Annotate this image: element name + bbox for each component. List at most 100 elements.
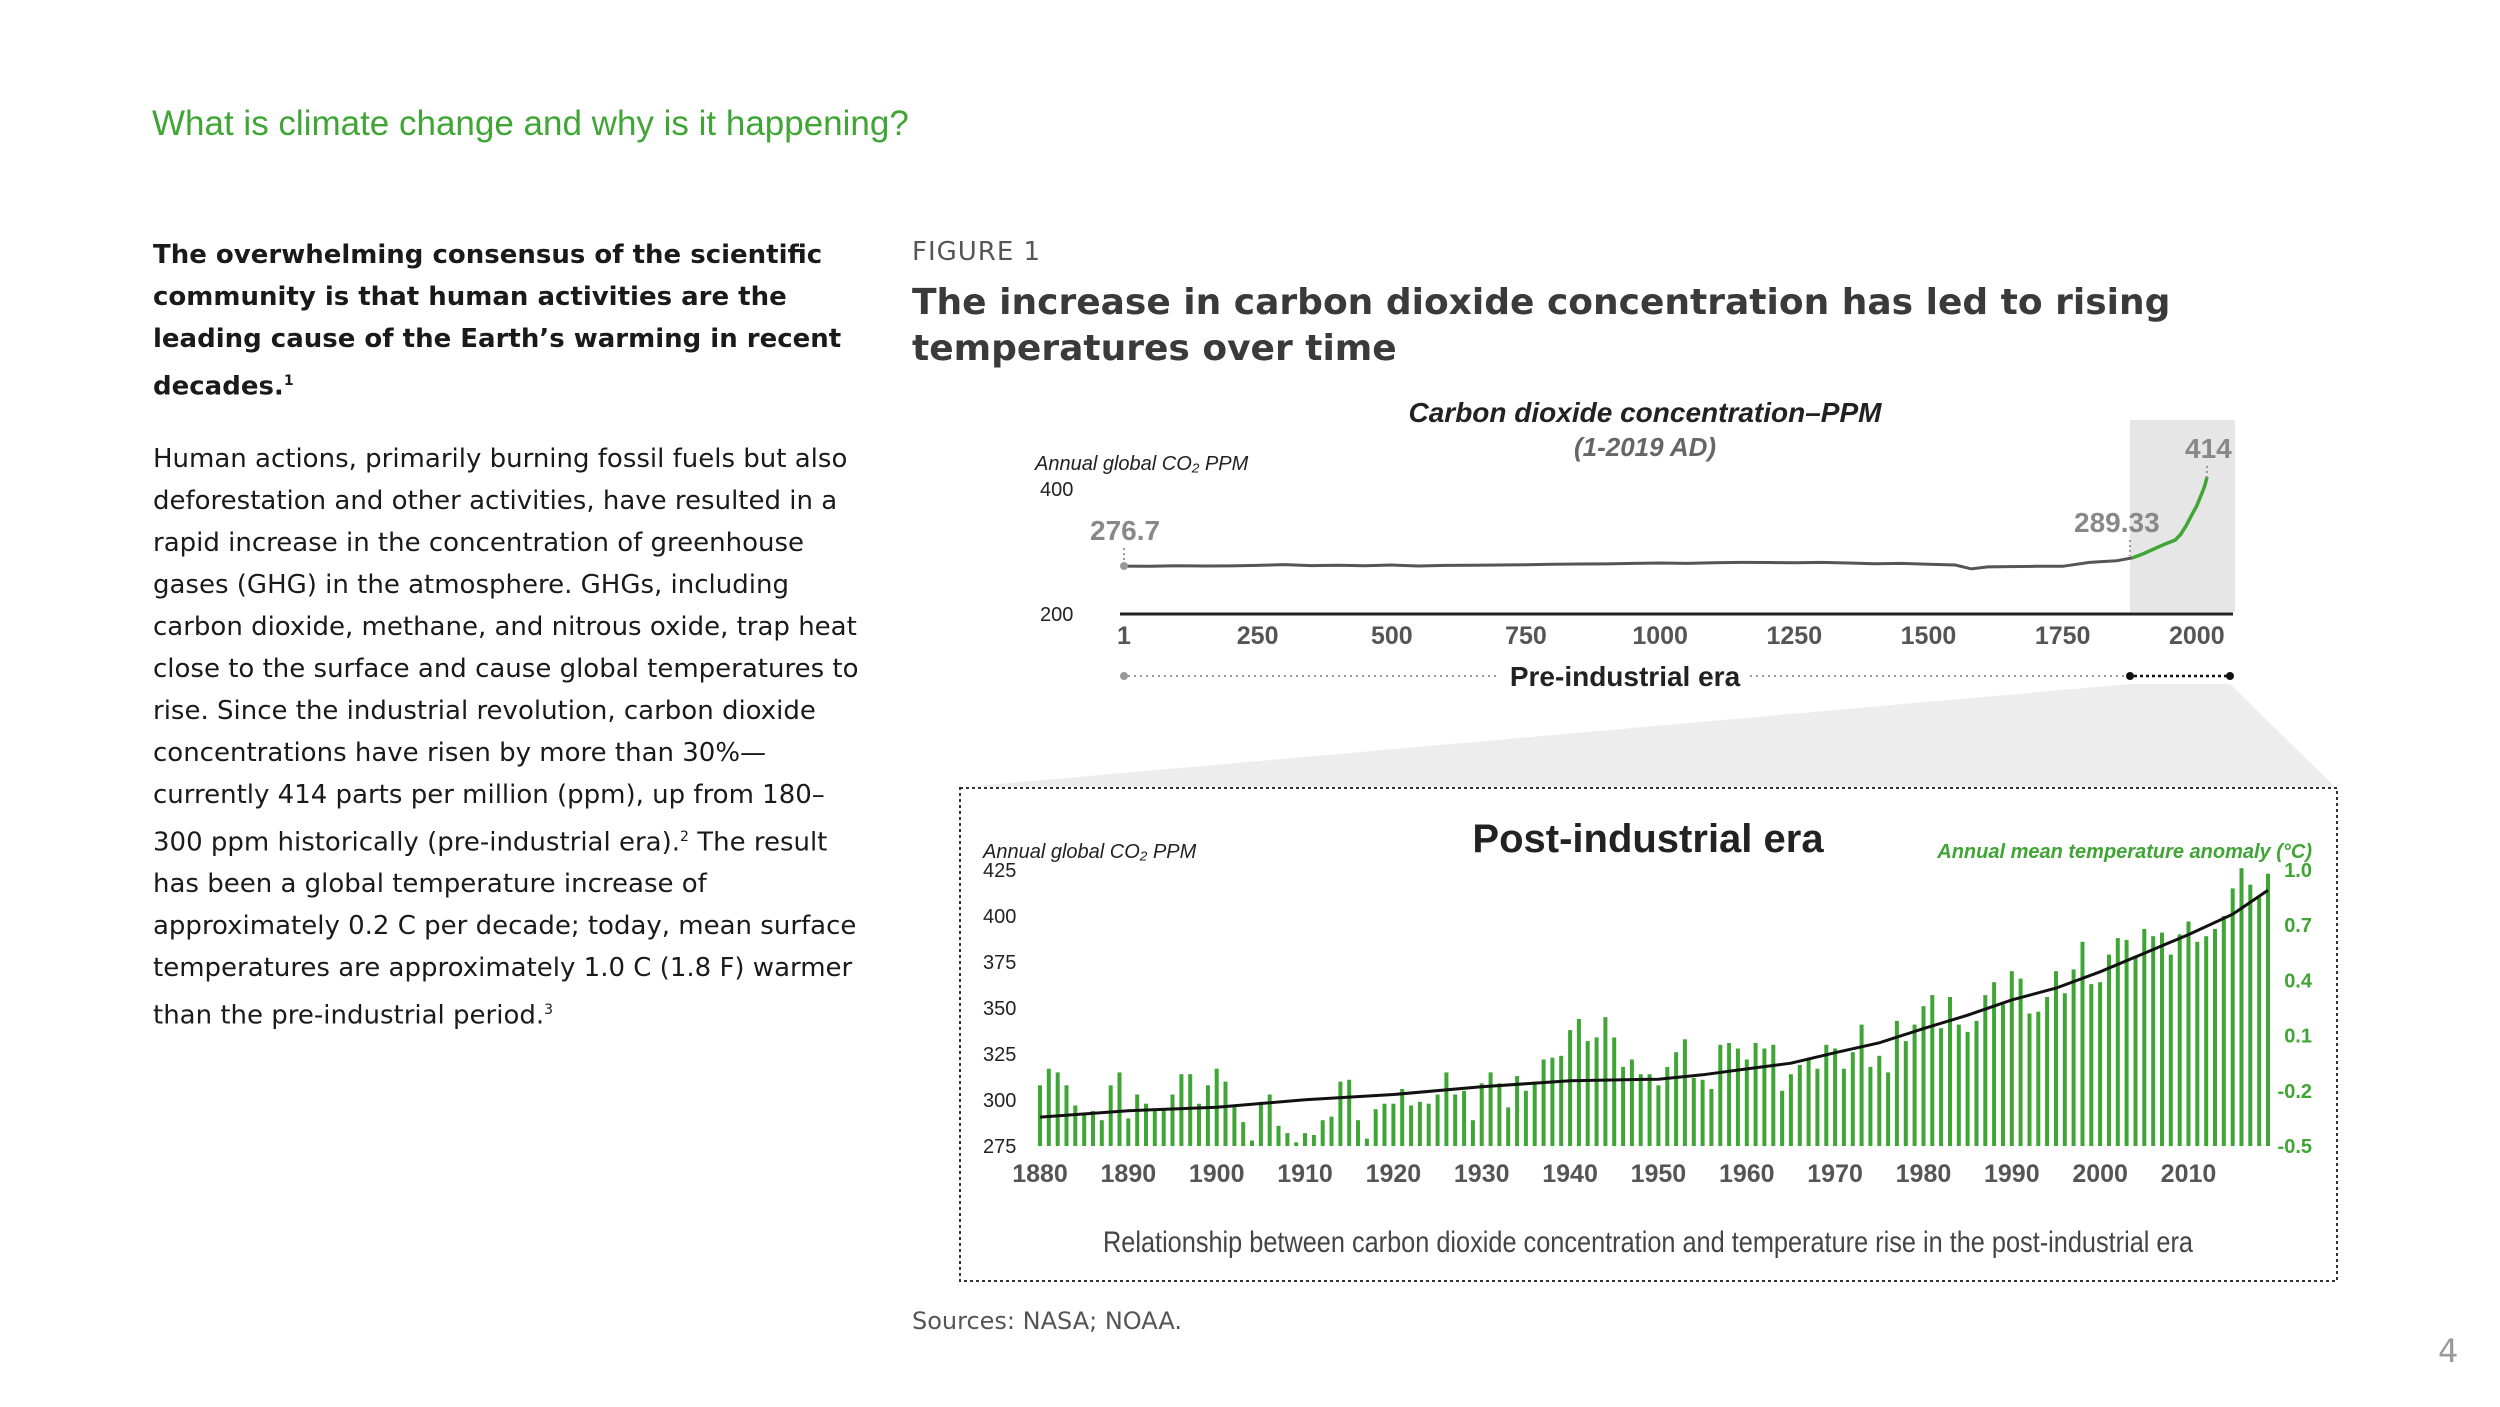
zoom-connector xyxy=(965,684,2335,787)
post-era-end-dot xyxy=(2226,672,2234,680)
bottom-right-axis-label: Annual mean temperature anomaly (°C) xyxy=(1936,841,2312,863)
bottom-x-tick-1900: 1900 xyxy=(1189,1160,1245,1188)
temperature-bar-1954 xyxy=(1691,1077,1696,1146)
temperature-bar-2019 xyxy=(2266,873,2270,1146)
temperature-bar-1971 xyxy=(1841,1068,1846,1146)
temperature-bar-1921 xyxy=(1400,1089,1405,1146)
temperature-bar-1940 xyxy=(1568,1030,1573,1146)
temperature-bar-1966 xyxy=(1797,1065,1802,1146)
temperature-bar-1995 xyxy=(2054,971,2058,1146)
temperature-bar-1932 xyxy=(1497,1083,1502,1146)
temperature-bar-1950 xyxy=(1656,1085,1661,1146)
bottom-x-tick-1990: 1990 xyxy=(1984,1160,2040,1188)
temperature-bar-1994 xyxy=(2045,997,2050,1146)
temperature-bar-1987 xyxy=(1983,995,1988,1146)
temperature-bar-1891 xyxy=(1135,1094,1140,1146)
temperature-bar-1945 xyxy=(1612,1037,1617,1146)
right-y-tick-0.4: 0.4 xyxy=(2284,970,2313,992)
temperature-bar-1901 xyxy=(1223,1081,1228,1146)
top-x-tick-1750: 1750 xyxy=(2035,622,2091,650)
temperature-bar-2006 xyxy=(2151,936,2156,1146)
top-y-axis-label: Annual global CO₂ PPM xyxy=(1034,453,1249,475)
temperature-bar-1997 xyxy=(2071,969,2076,1146)
temperature-bar-1964 xyxy=(1780,1090,1785,1146)
temperature-bar-1909 xyxy=(1294,1142,1299,1146)
temperature-bar-1889 xyxy=(1117,1072,1122,1146)
temperature-bar-1991 xyxy=(2018,978,2023,1146)
temperature-bar-1990 xyxy=(2009,971,2014,1146)
temperature-bar-1968 xyxy=(1815,1068,1820,1146)
post-era-start-dot xyxy=(2126,672,2134,680)
right-y-tick--0.5: -0.5 xyxy=(2278,1136,2312,1158)
temperature-bar-2011 xyxy=(2195,941,2200,1146)
temperature-bar-2015 xyxy=(2230,888,2235,1146)
temperature-bar-1914 xyxy=(1338,1081,1343,1146)
temperature-bar-1973 xyxy=(1859,1024,1864,1146)
temperature-bar-1886 xyxy=(1091,1111,1095,1146)
right-y-tick--0.2: -0.2 xyxy=(2278,1081,2312,1103)
temperature-bar-1928 xyxy=(1462,1090,1467,1146)
start-point-marker xyxy=(1120,562,1128,570)
bottom-x-tick-2000: 2000 xyxy=(2072,1160,2128,1188)
bottom-x-tick-1890: 1890 xyxy=(1101,1160,1157,1188)
temperature-bar-1917 xyxy=(1364,1138,1369,1146)
left-y-tick-275: 275 xyxy=(983,1136,1016,1158)
era-start-dot xyxy=(1120,672,1128,680)
temperature-bar-1941 xyxy=(1576,1019,1581,1146)
temperature-bar-2010 xyxy=(2186,921,2191,1146)
temperature-bar-1926 xyxy=(1444,1072,1449,1146)
temperature-bar-2007 xyxy=(2160,932,2164,1146)
temperature-bar-1912 xyxy=(1320,1120,1325,1146)
bottom-x-tick-1930: 1930 xyxy=(1454,1160,1510,1188)
temperature-bar-1942 xyxy=(1585,1041,1590,1146)
right-y-tick-1.0: 1.0 xyxy=(2284,860,2312,882)
bottom-x-tick-1910: 1910 xyxy=(1277,1160,1333,1188)
top-x-tick-2000: 2000 xyxy=(2169,622,2225,650)
temperature-bar-1960 xyxy=(1744,1059,1749,1146)
bottom-x-tick-1940: 1940 xyxy=(1542,1160,1598,1188)
temperature-bar-1911 xyxy=(1311,1135,1316,1146)
temperature-bar-1916 xyxy=(1356,1120,1360,1146)
temperature-bar-1936 xyxy=(1532,1081,1537,1146)
annotation-414: 414 xyxy=(2185,433,2232,464)
temperature-bar-1903 xyxy=(1241,1122,1246,1146)
temperature-bar-1975 xyxy=(1877,1055,1882,1146)
temperature-bar-1913 xyxy=(1329,1116,1334,1146)
temperature-bar-1920 xyxy=(1391,1103,1396,1146)
temperature-bar-1948 xyxy=(1638,1074,1643,1146)
bottom-x-tick-1980: 1980 xyxy=(1896,1160,1952,1188)
temperature-bar-1983 xyxy=(1948,997,1952,1146)
temperature-bar-1943 xyxy=(1594,1037,1599,1146)
temperature-bar-2001 xyxy=(2107,954,2111,1146)
temperature-bar-2002 xyxy=(2115,938,2120,1146)
left-y-tick-350: 350 xyxy=(983,998,1016,1020)
bottom-x-tick-1920: 1920 xyxy=(1366,1160,1422,1188)
top-x-tick-1250: 1250 xyxy=(1766,622,1822,650)
temperature-bar-1893 xyxy=(1152,1111,1157,1146)
temperature-bar-1899 xyxy=(1205,1085,1210,1146)
temperature-bar-1935 xyxy=(1523,1090,1528,1146)
temperature-bar-1989 xyxy=(2001,1004,2005,1146)
temperature-bar-1934 xyxy=(1515,1076,1520,1146)
temperature-bar-1976 xyxy=(1886,1072,1891,1146)
temperature-bar-2009 xyxy=(2177,934,2182,1146)
temperature-bar-1898 xyxy=(1197,1103,1201,1146)
temperature-bar-1937 xyxy=(1541,1059,1546,1146)
temperature-bar-1953 xyxy=(1682,1039,1687,1146)
temperature-bar-2000 xyxy=(2098,982,2103,1146)
temperature-bar-1881 xyxy=(1046,1068,1051,1146)
temperature-bar-1927 xyxy=(1453,1094,1458,1146)
left-y-tick-400: 400 xyxy=(983,906,1016,928)
right-y-tick-0.7: 0.7 xyxy=(2284,915,2312,937)
top-x-tick-250: 250 xyxy=(1237,622,1279,650)
temperature-bar-1885 xyxy=(1082,1114,1087,1146)
temperature-bar-1918 xyxy=(1373,1109,1378,1146)
temperature-bar-1977 xyxy=(1894,1020,1899,1146)
figure-label: FIGURE 1 xyxy=(912,237,1042,267)
temperature-bar-1923 xyxy=(1417,1101,1422,1146)
bottom-x-tick-1880: 1880 xyxy=(1012,1160,1068,1188)
temperature-bar-1896 xyxy=(1179,1074,1184,1146)
temperature-bar-1986 xyxy=(1974,1020,1979,1146)
temperature-bar-1895 xyxy=(1170,1094,1175,1146)
annotation-289-33: 289.33 xyxy=(2074,507,2160,538)
